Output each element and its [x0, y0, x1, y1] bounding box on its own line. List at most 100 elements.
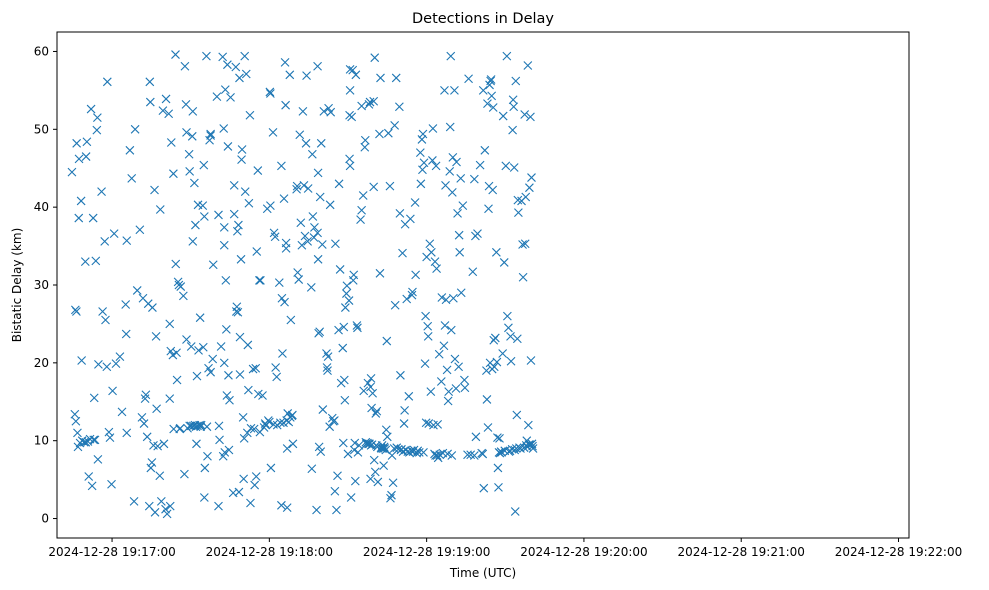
- data-point: [315, 327, 325, 337]
- data-point: [175, 423, 185, 433]
- x-axis: 2024-12-28 19:17:00 2024-12-28 19:18:00 20…: [48, 538, 962, 559]
- data-point: [484, 204, 493, 214]
- data-point: [212, 92, 222, 102]
- data-point: [222, 391, 232, 400]
- data-point: [339, 322, 349, 332]
- data-point: [92, 125, 102, 135]
- data-point: [343, 449, 353, 459]
- data-point: [494, 483, 503, 492]
- data-point: [366, 474, 375, 484]
- data-point: [240, 187, 250, 196]
- data-point: [221, 324, 231, 334]
- data-point: [250, 480, 260, 490]
- data-point: [202, 422, 212, 432]
- y-tick-label: 40: [34, 200, 49, 214]
- data-point: [446, 51, 456, 61]
- data-point: [145, 97, 155, 107]
- data-point: [359, 386, 369, 396]
- data-point: [280, 297, 289, 307]
- data-point: [258, 391, 267, 400]
- data-point: [72, 307, 81, 316]
- data-point: [442, 365, 452, 375]
- data-point: [135, 225, 145, 235]
- data-point: [206, 367, 216, 377]
- data-point: [172, 375, 182, 385]
- data-point: [310, 223, 319, 232]
- data-point: [419, 447, 428, 457]
- data-point: [70, 409, 80, 419]
- data-point: [256, 275, 265, 285]
- data-point: [395, 208, 405, 218]
- data-point: [369, 182, 379, 192]
- data-point: [117, 407, 127, 417]
- data-point: [418, 129, 428, 139]
- data-point: [460, 383, 470, 393]
- data-point: [81, 437, 91, 447]
- data-point: [431, 161, 441, 171]
- data-point: [270, 232, 280, 242]
- data-point: [527, 173, 536, 182]
- data-point: [513, 195, 523, 205]
- data-point: [269, 419, 278, 429]
- data-point: [523, 61, 533, 70]
- data-point: [294, 275, 304, 284]
- data-point: [67, 167, 77, 177]
- data-point: [528, 441, 537, 451]
- data-point: [483, 99, 492, 109]
- data-point: [198, 342, 208, 352]
- data-point: [394, 102, 404, 112]
- data-point: [232, 302, 242, 312]
- data-point: [101, 315, 110, 325]
- data-point: [526, 356, 536, 365]
- data-point: [216, 342, 226, 351]
- data-point: [393, 444, 403, 454]
- data-point: [439, 341, 449, 351]
- data-point: [196, 422, 206, 432]
- data-point: [169, 169, 178, 179]
- data-point: [504, 323, 513, 333]
- data-point: [283, 409, 293, 418]
- data-point: [340, 395, 350, 405]
- data-point: [360, 142, 370, 152]
- data-point: [322, 363, 332, 372]
- data-point: [404, 391, 414, 401]
- data-point: [493, 463, 503, 473]
- data-point: [469, 174, 479, 184]
- data-point: [464, 74, 473, 84]
- data-point: [224, 370, 233, 380]
- data-point: [275, 418, 285, 428]
- data-point: [234, 220, 243, 230]
- data-point: [299, 180, 309, 190]
- data-point: [191, 220, 200, 230]
- data-point: [375, 129, 384, 139]
- data-point: [423, 321, 433, 331]
- x-tick-label: 2024-12-28 19:17:00: [48, 545, 175, 559]
- data-point: [219, 124, 229, 133]
- data-point: [165, 394, 175, 404]
- data-point: [421, 311, 430, 321]
- data-point: [338, 438, 348, 448]
- data-point: [488, 185, 498, 195]
- data-point: [407, 446, 416, 456]
- data-point: [370, 467, 380, 477]
- data-point: [488, 103, 498, 112]
- data-point: [498, 111, 508, 121]
- data-point: [233, 307, 243, 317]
- data-point: [219, 240, 229, 250]
- data-point: [433, 419, 443, 429]
- data-point: [199, 160, 209, 170]
- data-point: [246, 423, 256, 433]
- data-point: [425, 239, 435, 249]
- data-point: [480, 145, 490, 155]
- data-point: [158, 106, 168, 116]
- data-point: [224, 445, 234, 455]
- data-point: [323, 352, 333, 362]
- data-point: [357, 205, 367, 215]
- data-point: [303, 237, 313, 246]
- data-point: [489, 362, 499, 372]
- data-point: [354, 440, 364, 450]
- data-point: [475, 160, 485, 170]
- data-point: [206, 129, 216, 139]
- data-point: [455, 247, 465, 257]
